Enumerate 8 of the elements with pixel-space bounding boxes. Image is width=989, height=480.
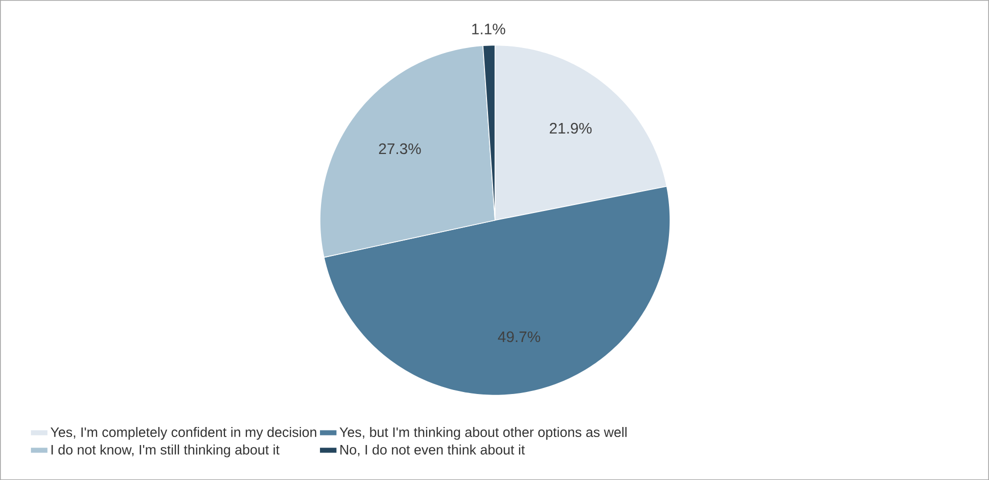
legend-label: Yes, I'm completely confident in my decision bbox=[50, 426, 316, 440]
legend-label: Yes, but I'm thinking about other options as well bbox=[340, 426, 627, 440]
data-label: 1.1% bbox=[472, 24, 506, 34]
data-label: 27.3% bbox=[379, 143, 421, 154]
data-label: 21.9% bbox=[550, 122, 592, 134]
legend-label: No, I do not even think about it bbox=[340, 444, 525, 456]
data-label: 49.7% bbox=[498, 331, 540, 342]
legend-label: I do not know, I'm still thinking about it bbox=[52, 444, 280, 458]
